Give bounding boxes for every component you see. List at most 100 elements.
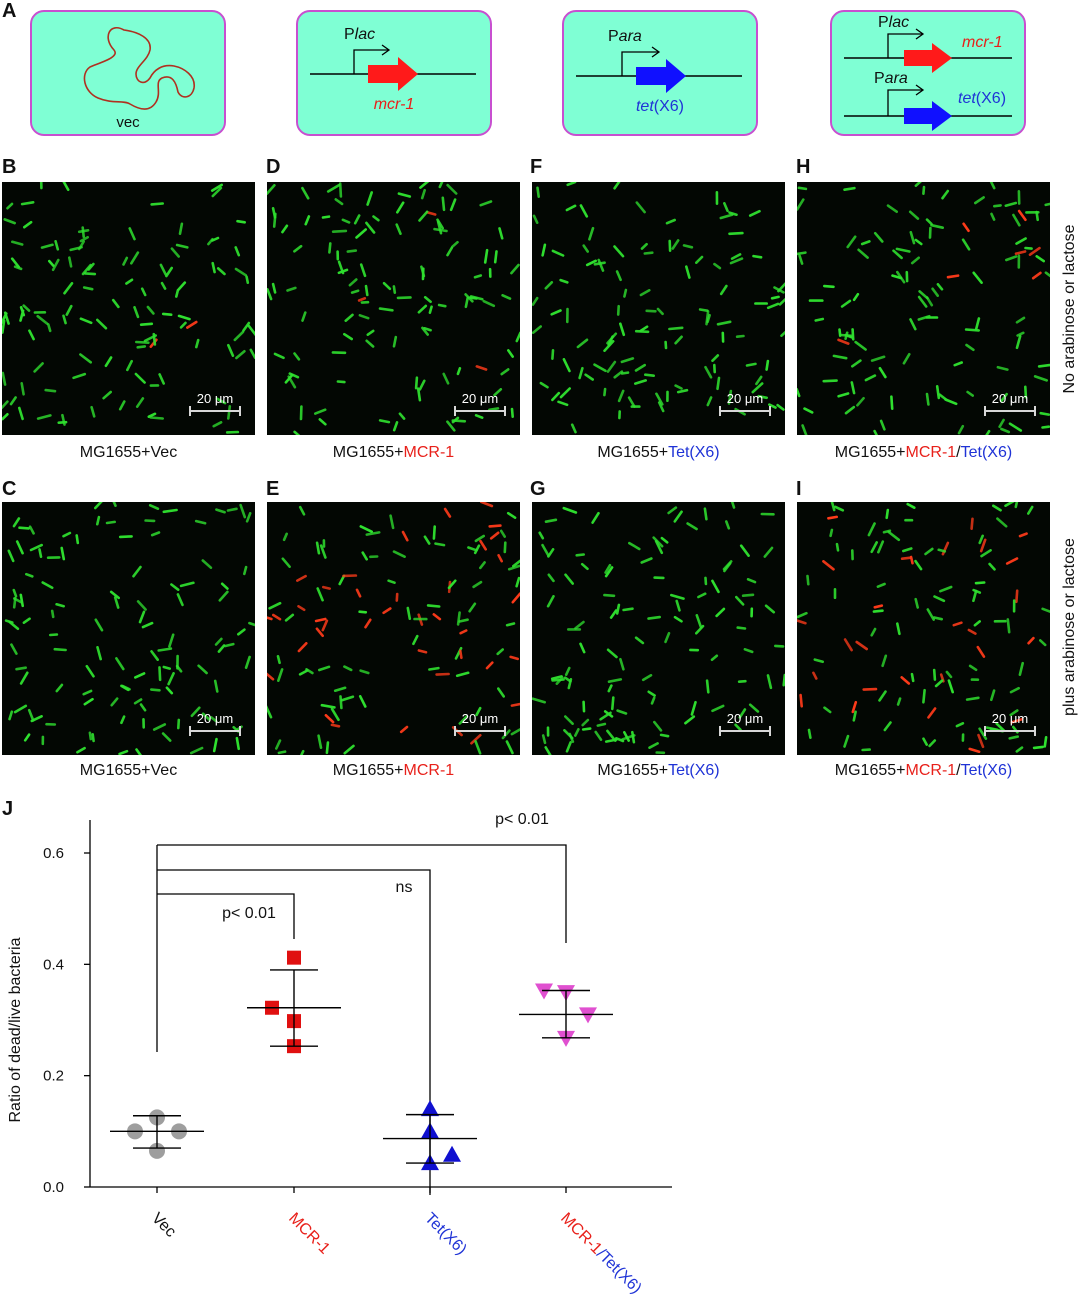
micrograph-e: 20 μm xyxy=(267,502,520,755)
live-bacterium xyxy=(881,654,888,668)
live-bacterium xyxy=(301,186,310,200)
live-bacterium xyxy=(634,636,645,645)
live-bacterium xyxy=(109,590,120,600)
live-bacterium xyxy=(974,317,981,331)
bacteria-field: 20 μm xyxy=(267,502,520,755)
live-bacterium xyxy=(330,707,340,722)
live-bacterium xyxy=(604,738,618,743)
live-bacterium xyxy=(797,186,808,191)
live-bacterium xyxy=(315,541,321,555)
live-bacterium xyxy=(735,595,745,606)
dead-bacterium xyxy=(297,642,308,653)
live-bacterium xyxy=(735,334,745,338)
dead-bacterium xyxy=(321,619,329,632)
live-bacterium xyxy=(358,314,370,320)
live-bacterium xyxy=(505,622,516,627)
live-bacterium xyxy=(343,665,353,672)
live-bacterium xyxy=(797,251,807,256)
live-bacterium xyxy=(18,526,31,530)
live-bacterium xyxy=(727,389,733,405)
live-bacterium xyxy=(140,287,147,297)
micrograph-h: 20 μm xyxy=(797,182,1050,435)
live-bacterium xyxy=(54,239,60,251)
dead-bacterium xyxy=(459,629,468,635)
live-bacterium xyxy=(245,512,252,523)
live-bacterium xyxy=(985,726,999,732)
live-bacterium xyxy=(896,270,906,284)
live-bacterium xyxy=(729,257,744,265)
live-bacterium xyxy=(102,390,112,400)
live-bacterium xyxy=(217,644,226,653)
tetx6-gene-label: tet(X6) xyxy=(635,98,685,115)
live-bacterium xyxy=(972,588,982,594)
live-bacterium xyxy=(326,183,341,193)
live-bacterium xyxy=(104,356,113,368)
live-bacterium xyxy=(510,728,520,736)
live-bacterium xyxy=(15,540,24,555)
live-bacterium xyxy=(316,587,324,602)
dead-bacterium xyxy=(488,524,502,528)
live-bacterium xyxy=(665,218,676,225)
live-bacterium xyxy=(515,331,520,343)
live-bacterium xyxy=(96,515,101,526)
live-bacterium xyxy=(972,271,983,284)
live-bacterium xyxy=(1035,210,1039,222)
live-bacterium xyxy=(13,704,28,714)
live-bacterium xyxy=(1044,271,1050,278)
live-bacterium xyxy=(945,670,953,679)
live-bacterium xyxy=(565,204,577,212)
live-bacterium xyxy=(77,228,90,234)
live-bacterium xyxy=(340,695,355,702)
live-bacterium xyxy=(474,534,485,543)
live-bacterium xyxy=(575,553,586,557)
live-bacterium xyxy=(985,429,991,435)
live-bacterium xyxy=(62,314,67,325)
live-bacterium xyxy=(622,607,634,612)
live-bacterium xyxy=(843,186,856,191)
dead-bacterium xyxy=(977,733,985,749)
live-bacterium xyxy=(19,671,29,685)
live-bacterium xyxy=(341,218,351,224)
live-bacterium xyxy=(1000,392,1008,403)
live-bacterium xyxy=(132,565,142,578)
live-bacterium xyxy=(639,289,651,297)
live-bacterium xyxy=(937,548,947,553)
live-bacterium xyxy=(134,372,146,384)
live-bacterium xyxy=(574,620,585,630)
live-bacterium xyxy=(359,525,373,534)
live-bacterium xyxy=(499,529,506,538)
live-bacterium xyxy=(19,593,25,608)
live-bacterium xyxy=(830,502,836,512)
live-bacterium xyxy=(446,420,456,432)
scale-bar-label: 20 μm xyxy=(462,711,498,726)
dead-bacterium xyxy=(272,613,282,621)
live-bacterium xyxy=(442,372,450,385)
live-bacterium xyxy=(675,599,681,612)
live-bacterium xyxy=(745,362,757,367)
live-bacterium xyxy=(822,379,838,383)
live-bacterium xyxy=(667,506,678,515)
live-bacterium xyxy=(555,676,564,685)
live-bacterium xyxy=(434,542,446,547)
micrograph-g: 20 μm xyxy=(532,502,785,755)
bacteria-field: 20 μm xyxy=(2,182,255,434)
dead-bacterium xyxy=(364,618,372,629)
live-bacterium xyxy=(500,368,510,376)
live-bacterium xyxy=(752,254,763,259)
live-bacterium xyxy=(268,601,282,610)
live-bacterium xyxy=(65,304,73,316)
live-bacterium xyxy=(473,544,481,555)
live-bacterium xyxy=(933,595,946,603)
live-bacterium xyxy=(690,700,697,716)
dead-bacterium xyxy=(321,585,332,590)
live-bacterium xyxy=(620,371,630,375)
live-bacterium xyxy=(892,249,903,260)
live-bacterium xyxy=(766,674,773,690)
live-bacterium xyxy=(215,508,226,514)
live-bacterium xyxy=(212,737,218,753)
live-bacterium xyxy=(128,227,136,241)
tetx6-gene-label-2: tet(X6) xyxy=(958,90,1007,107)
live-bacterium xyxy=(926,608,935,621)
live-bacterium xyxy=(564,573,575,585)
caption-h: MG1655+MCR-1/Tet(X6) xyxy=(834,444,1013,461)
